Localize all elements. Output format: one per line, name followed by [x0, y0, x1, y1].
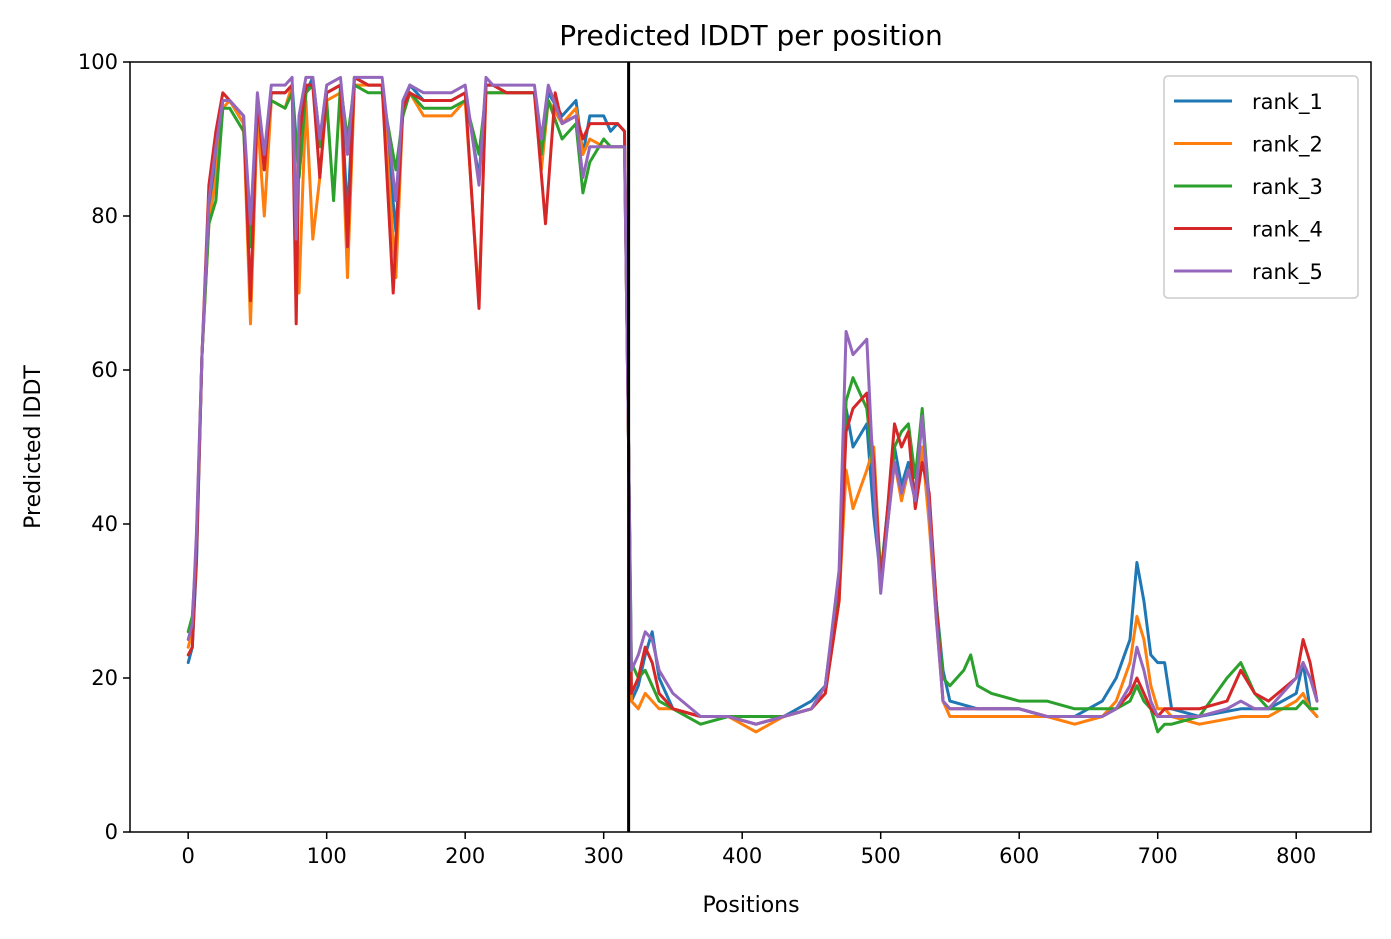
legend-label: rank_5: [1252, 260, 1323, 285]
legend: rank_1 rank_2 rank_3 rank_4 rank_5: [1163, 75, 1359, 299]
plot-area: 0 100 200 300 400 500 600 700 800 0 20 40 60 80 100: [78, 50, 1372, 868]
y-axis-label: Predicted lDDT: [21, 365, 46, 529]
x-tick-label: 500: [861, 844, 901, 868]
x-tick-label: 300: [584, 844, 624, 868]
x-tick-label: 800: [1276, 844, 1316, 868]
chart-title: Predicted lDDT per position: [559, 19, 943, 52]
legend-label: rank_2: [1252, 133, 1323, 158]
x-tick-label: 200: [445, 844, 485, 868]
x-axis-label: Positions: [702, 893, 799, 918]
legend-items: rank_1 rank_2 rank_3 rank_4 rank_5: [1174, 90, 1323, 285]
y-tick-label: 20: [91, 666, 118, 690]
x-tick-label: 100: [307, 844, 347, 868]
y-axis-ticks: 0 20 40 60 80 100: [78, 50, 130, 844]
y-tick-label: 100: [78, 50, 118, 74]
y-tick-label: 80: [91, 204, 118, 228]
y-tick-label: 0: [105, 820, 118, 844]
plot-frame: [129, 61, 1372, 833]
legend-box: [1163, 75, 1359, 299]
x-axis-ticks: 0 100 200 300 400 500 600 700 800: [181, 832, 1316, 868]
x-tick-label: 0: [181, 844, 194, 868]
legend-label: rank_4: [1252, 218, 1323, 243]
legend-label: rank_3: [1252, 175, 1323, 200]
legend-label: rank_1: [1252, 90, 1323, 115]
y-tick-label: 60: [91, 358, 118, 382]
x-tick-label: 700: [1138, 844, 1178, 868]
x-tick-label: 400: [722, 844, 762, 868]
x-tick-label: 600: [999, 844, 1039, 868]
y-tick-label: 40: [91, 512, 118, 536]
